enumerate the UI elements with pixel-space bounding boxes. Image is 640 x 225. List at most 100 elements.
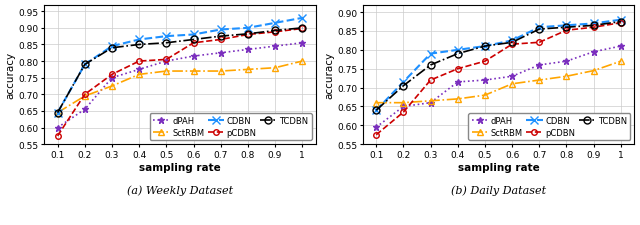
CDBN (298, 17, 306, 20)
dPAH (399, 106, 407, 108)
SctRBM (481, 94, 489, 97)
CDBN (454, 49, 461, 52)
SctRBM (163, 70, 170, 73)
TCDBN (427, 64, 435, 67)
CDBN (135, 39, 143, 42)
pCDBN (508, 44, 516, 46)
dPAH (81, 108, 88, 111)
dPAH (536, 64, 543, 67)
Title: (a) Weekly Dataset: (a) Weekly Dataset (127, 185, 233, 195)
pCDBN (590, 27, 598, 29)
TCDBN (399, 85, 407, 88)
pCDBN (217, 39, 225, 42)
Line: CDBN: CDBN (372, 16, 625, 115)
Line: TCDBN: TCDBN (372, 19, 625, 114)
Line: pCDBN: pCDBN (55, 27, 305, 139)
Line: TCDBN: TCDBN (54, 25, 306, 117)
pCDBN (189, 42, 197, 45)
CDBN (163, 36, 170, 38)
Legend: dPAH, SctRBM, CDBN, pCDBN, TCDBN: dPAH, SctRBM, CDBN, pCDBN, TCDBN (150, 113, 312, 140)
SctRBM (536, 79, 543, 82)
TCDBN (298, 27, 306, 30)
CDBN (217, 29, 225, 32)
dPAH (590, 51, 598, 54)
dPAH (298, 42, 306, 45)
pCDBN (298, 28, 306, 31)
TCDBN (54, 112, 61, 115)
CDBN (244, 27, 252, 30)
SctRBM (399, 102, 407, 105)
SctRBM (454, 98, 461, 101)
TCDBN (563, 27, 570, 29)
Line: dPAH: dPAH (54, 40, 306, 131)
dPAH (427, 102, 435, 105)
TCDBN (81, 64, 88, 66)
pCDBN (617, 22, 625, 25)
dPAH (54, 127, 61, 129)
X-axis label: sampling rate: sampling rate (139, 162, 221, 172)
SctRBM (427, 100, 435, 103)
TCDBN (508, 42, 516, 45)
Line: dPAH: dPAH (372, 43, 625, 131)
TCDBN (617, 21, 625, 24)
CDBN (508, 40, 516, 43)
pCDBN (481, 61, 489, 63)
Line: pCDBN: pCDBN (373, 21, 623, 138)
pCDBN (135, 61, 143, 63)
TCDBN (481, 45, 489, 48)
TCDBN (271, 30, 279, 33)
SctRBM (108, 85, 116, 88)
dPAH (563, 61, 570, 63)
SctRBM (81, 95, 88, 98)
pCDBN (163, 59, 170, 61)
SctRBM (298, 61, 306, 63)
dPAH (244, 49, 252, 52)
dPAH (271, 45, 279, 48)
TCDBN (189, 39, 197, 42)
TCDBN (108, 47, 116, 50)
dPAH (163, 61, 170, 63)
CDBN (108, 45, 116, 48)
CDBN (427, 53, 435, 56)
Y-axis label: accuracy: accuracy (6, 52, 15, 99)
pCDBN (536, 42, 543, 45)
SctRBM (271, 67, 279, 70)
dPAH (508, 76, 516, 78)
SctRBM (189, 70, 197, 73)
TCDBN (454, 53, 461, 56)
Legend: dPAH, SctRBM, CDBN, pCDBN, TCDBN: dPAH, SctRBM, CDBN, pCDBN, TCDBN (468, 113, 630, 140)
SctRBM (244, 69, 252, 71)
TCDBN (217, 36, 225, 38)
SctRBM (135, 74, 143, 76)
SctRBM (617, 61, 625, 63)
SctRBM (590, 70, 598, 73)
Title: (b) Daily Dataset: (b) Daily Dataset (451, 185, 546, 195)
SctRBM (54, 112, 61, 115)
pCDBN (271, 31, 279, 34)
TCDBN (536, 29, 543, 31)
CDBN (271, 22, 279, 25)
Line: SctRBM: SctRBM (54, 58, 306, 117)
CDBN (617, 19, 625, 22)
pCDBN (81, 94, 88, 96)
SctRBM (508, 83, 516, 86)
pCDBN (372, 134, 380, 137)
dPAH (217, 52, 225, 55)
dPAH (617, 45, 625, 48)
TCDBN (163, 42, 170, 45)
CDBN (399, 81, 407, 84)
TCDBN (135, 44, 143, 47)
pCDBN (563, 30, 570, 32)
dPAH (135, 69, 143, 71)
Line: SctRBM: SctRBM (372, 58, 625, 107)
dPAH (454, 81, 461, 84)
pCDBN (244, 34, 252, 37)
dPAH (189, 56, 197, 58)
CDBN (189, 34, 197, 37)
CDBN (563, 25, 570, 27)
SctRBM (217, 70, 225, 73)
CDBN (372, 109, 380, 112)
TCDBN (590, 25, 598, 27)
TCDBN (244, 33, 252, 36)
CDBN (81, 64, 88, 66)
